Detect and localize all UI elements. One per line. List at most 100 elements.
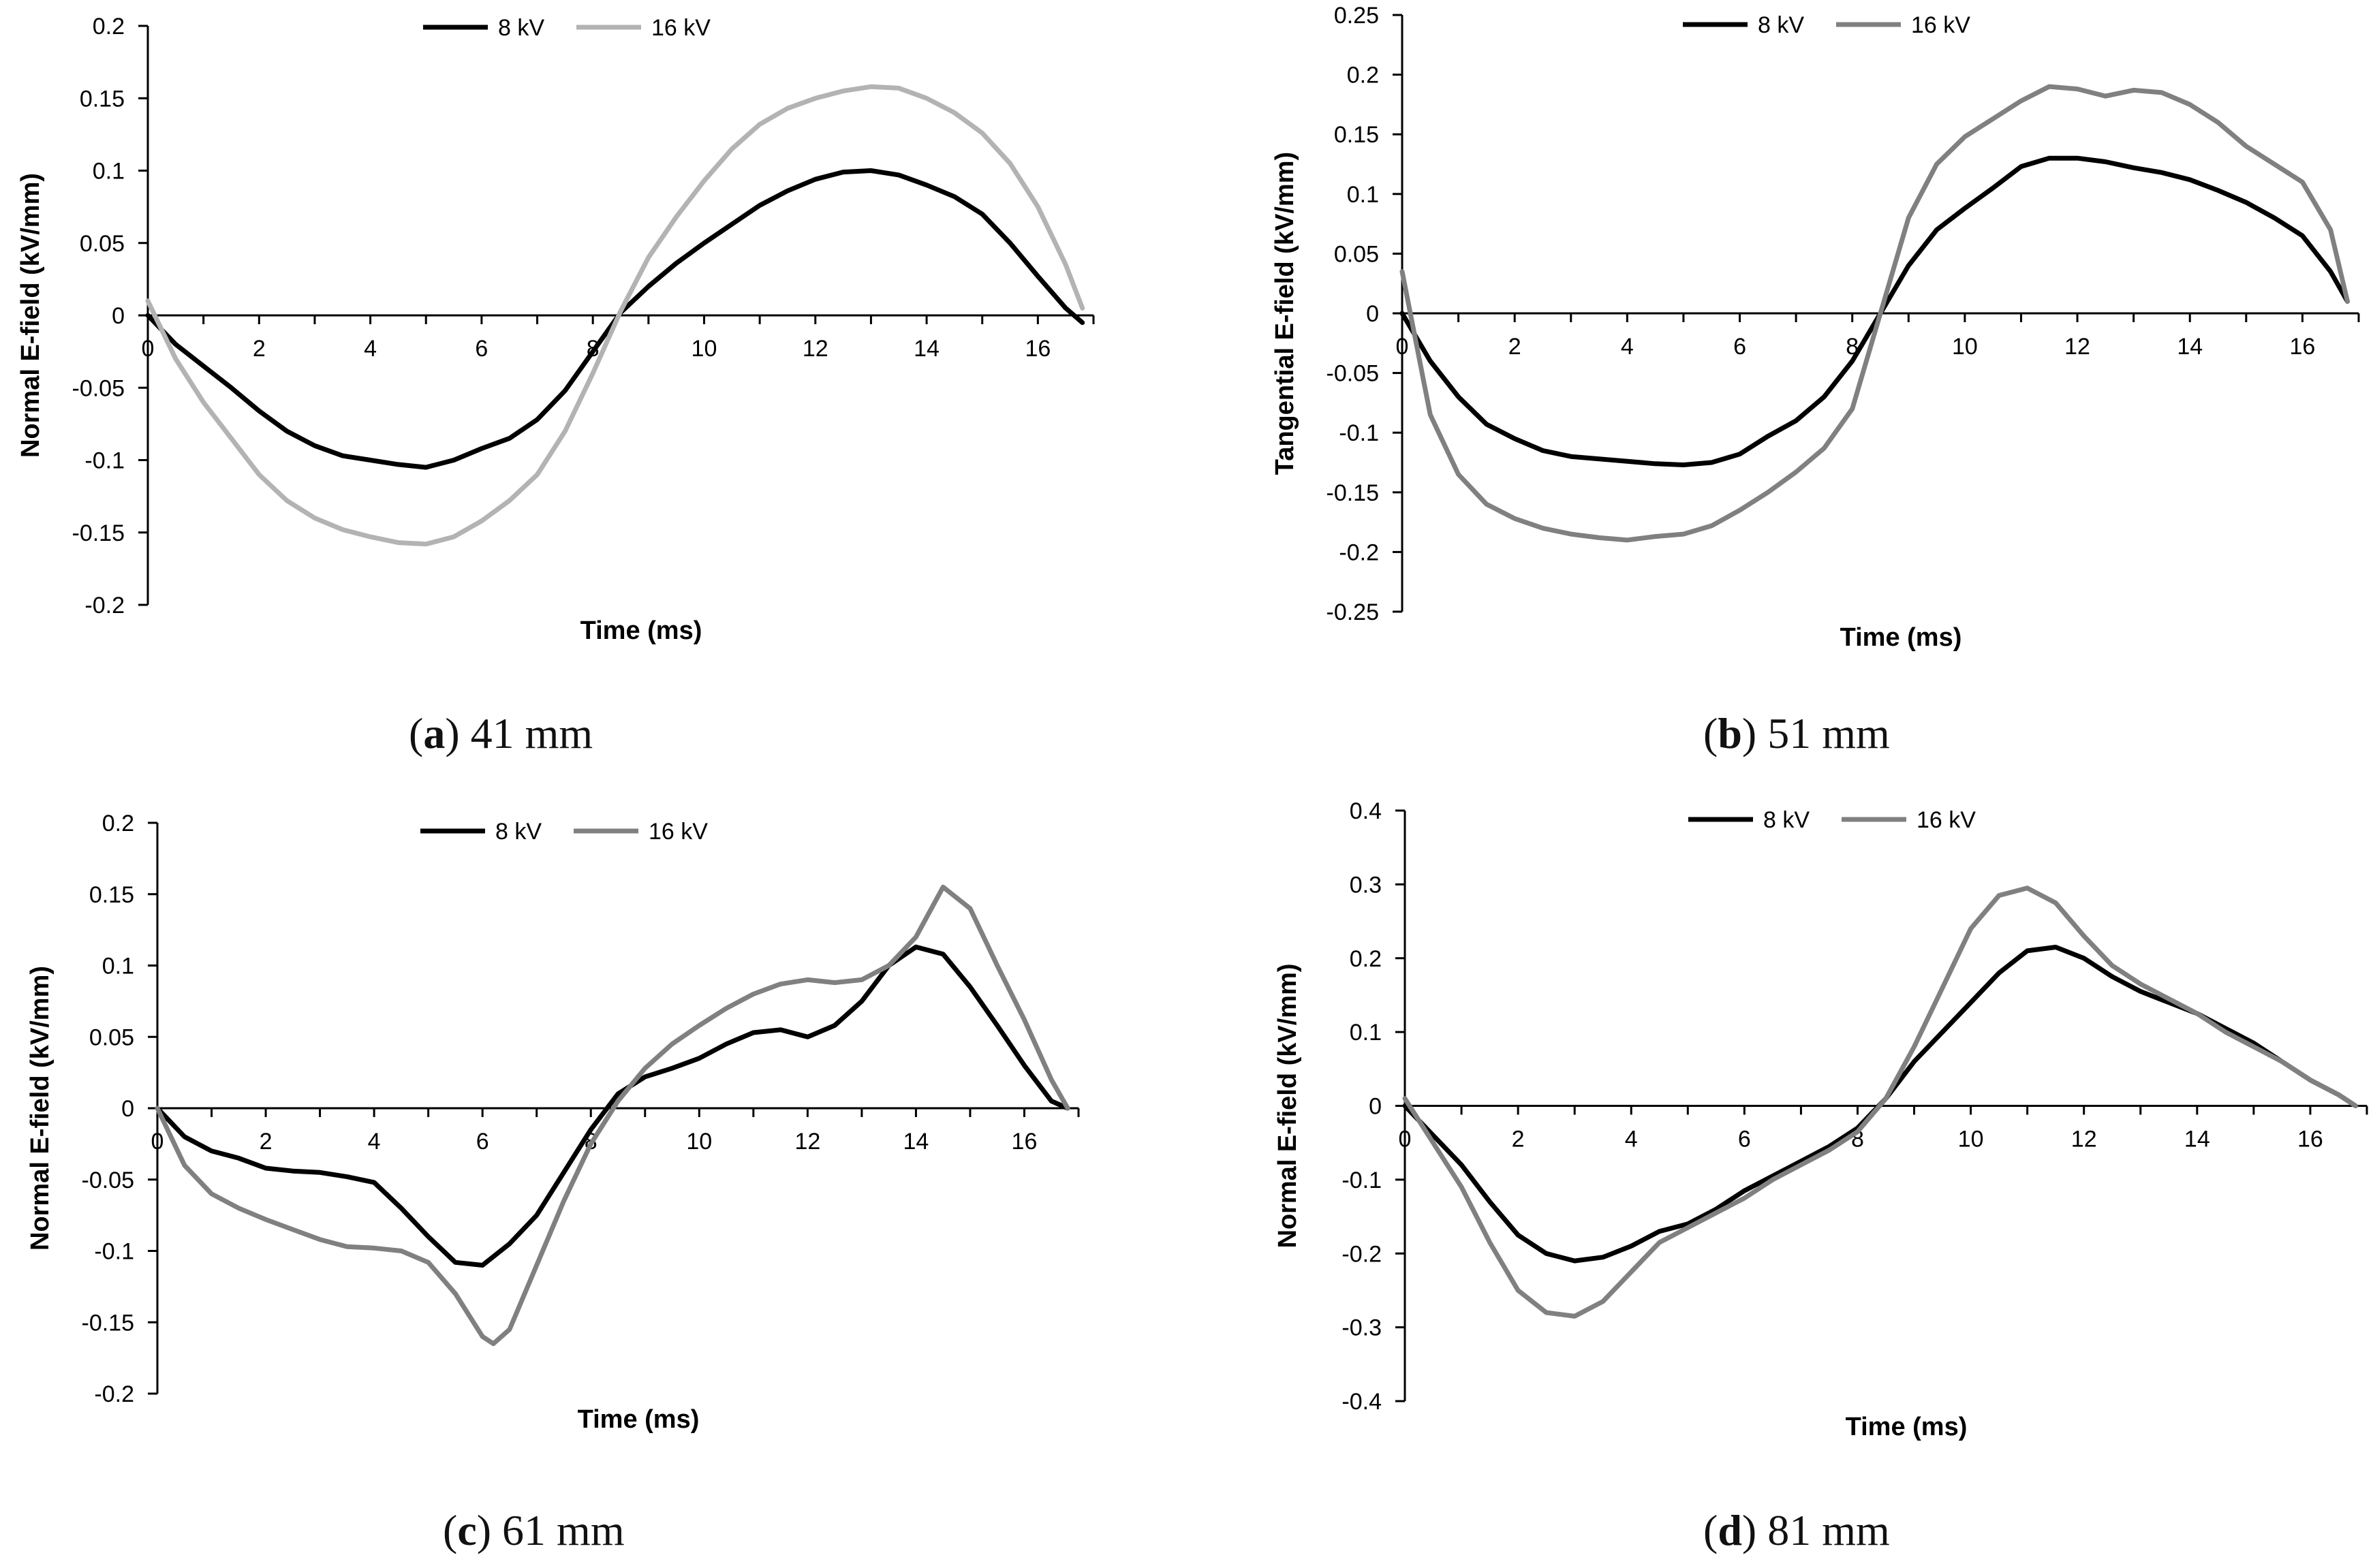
x-tick-label: 2	[1508, 334, 1521, 360]
x-tick-label: 14	[903, 1129, 929, 1155]
legend-label-16kv: 16 kV	[649, 819, 708, 845]
y-tick-label: -0.4	[1341, 1389, 1382, 1415]
legend-label-16kv: 16 kV	[651, 15, 711, 41]
x-tick-label: 4	[1621, 334, 1634, 360]
y-tick-label: 0.15	[80, 86, 125, 112]
legend-label-8kv: 8 kV	[1763, 807, 1810, 833]
caption-d: (d) 81 mm	[1703, 1506, 1890, 1554]
y-axis-title: Normal E-field (kV/mm)	[1273, 963, 1302, 1248]
y-axis-title: Normal E-field (kV/mm)	[16, 173, 45, 458]
x-tick-label: 10	[1958, 1127, 1984, 1153]
x-tick-label: 2	[1512, 1127, 1525, 1153]
y-tick-label: 0.4	[1350, 798, 1382, 824]
y-tick-label: 0.1	[93, 159, 125, 185]
y-tick-label: 0.2	[1347, 63, 1379, 89]
legend-label-8kv: 8 kV	[1758, 12, 1804, 38]
y-tick-label: 0	[121, 1096, 134, 1122]
y-tick-label: -0.1	[84, 448, 125, 474]
series-line-16kv	[145, 84, 1085, 547]
x-tick-label: 12	[2071, 1127, 2097, 1153]
x-tick-label: 2	[253, 336, 266, 362]
legend-label-16kv: 16 kV	[1911, 12, 1970, 38]
caption-text: 41 mm	[470, 709, 593, 757]
legend-label-8kv: 8 kV	[498, 15, 544, 41]
y-tick-label: -0.2	[1339, 539, 1379, 565]
caption-text: 51 mm	[1767, 709, 1890, 757]
y-tick-label: -0.2	[94, 1381, 134, 1407]
y-tick-label: 0.2	[93, 14, 125, 40]
y-tick-label: -0.25	[1327, 599, 1380, 625]
x-tick-label: 6	[1738, 1127, 1751, 1153]
y-tick-label: 0.1	[102, 954, 134, 979]
x-tick-label: 16	[2297, 1127, 2323, 1153]
caption-letter: a	[423, 709, 446, 757]
x-tick-label: 12	[2064, 334, 2090, 360]
x-tick-label: 10	[1952, 334, 1978, 360]
x-tick-label: 14	[2177, 334, 2203, 360]
chart-panel-d: -0.4-0.3-0.2-0.100.10.20.30.40 2 4 6 8 10 12 14…	[1273, 798, 2368, 1441]
x-tick-label: 16	[2289, 334, 2315, 360]
x-tick-label: 10	[686, 1129, 712, 1155]
x-axis-title: Time (ms)	[578, 1405, 700, 1434]
x-tick-label: 6	[475, 336, 488, 362]
x-axis-title: Time (ms)	[1840, 623, 1962, 652]
x-tick-label: 6	[1733, 334, 1746, 360]
y-tick-label: 0.15	[89, 882, 134, 908]
x-tick-label: 14	[914, 336, 940, 362]
caption-b: (b) 51 mm	[1703, 709, 1890, 757]
y-tick-label: 0.05	[89, 1024, 134, 1050]
y-tick-label: -0.3	[1341, 1315, 1382, 1341]
y-tick-label: 0.2	[1350, 946, 1382, 972]
caption-text: 81 mm	[1767, 1506, 1890, 1554]
series-line-16kv	[1402, 885, 2358, 1319]
y-tick-label: -0.15	[72, 520, 125, 546]
x-tick-label: 10	[692, 336, 717, 362]
legend-label-8kv: 8 kV	[495, 819, 542, 845]
legend: 8 kV 16 kV	[1688, 807, 1976, 833]
y-axis-title: Normal E-field (kV/mm)	[26, 966, 55, 1251]
y-tick-label: -0.15	[82, 1310, 135, 1336]
caption-a: (a) 41 mm	[409, 709, 593, 757]
caption-c: (c) 61 mm	[443, 1506, 625, 1554]
x-tick-label: 0	[1396, 334, 1409, 360]
x-tick-label: 6	[476, 1129, 489, 1155]
x-tick-label: 16	[1012, 1129, 1038, 1155]
x-tick-label: 14	[2184, 1127, 2210, 1153]
x-axis-title: Time (ms)	[1846, 1413, 1968, 1441]
caption-letter: c	[457, 1506, 477, 1554]
series-line-16kv	[155, 884, 1070, 1347]
x-tick-label: 0	[151, 1129, 164, 1155]
caption-letter: b	[1718, 709, 1742, 757]
x-tick-label: 4	[364, 336, 377, 362]
y-tick-label: -0.1	[94, 1239, 134, 1265]
y-tick-label: 0.05	[1334, 241, 1379, 267]
x-tick-label: 12	[794, 1129, 820, 1155]
y-tick-label: 0.15	[1334, 122, 1379, 148]
x-tick-label: 4	[1625, 1127, 1638, 1153]
chart-panel-b: -0.25 -0.2 -0.15 -0.1 -0.05 0 0.05 0.1 0.15 0.2 0.…	[1271, 3, 2360, 652]
x-tick-label: 16	[1025, 336, 1051, 362]
y-tick-label: 0.2	[102, 811, 134, 836]
x-tick-label: 12	[803, 336, 828, 362]
caption-letter: d	[1718, 1506, 1742, 1554]
legend: 8 kV 16 kV	[1683, 12, 1970, 38]
caption-text: 61 mm	[502, 1506, 625, 1554]
x-tick-label: 2	[260, 1129, 273, 1155]
x-tick-label: 0	[142, 336, 155, 362]
y-tick-label: 0.1	[1350, 1020, 1382, 1046]
x-axis-title: Time (ms)	[580, 616, 702, 645]
y-tick-label: -0.05	[82, 1167, 135, 1193]
y-tick-label: 0	[1366, 301, 1379, 327]
y-tick-label: 0.3	[1350, 872, 1382, 898]
series-line-8kv	[1399, 155, 2350, 467]
y-tick-label: -0.2	[84, 593, 125, 618]
y-tick-label: -0.05	[1327, 361, 1380, 387]
series-line-8kv	[155, 944, 1070, 1268]
y-tick-label: -0.05	[72, 375, 125, 401]
y-tick-label: 0	[112, 303, 125, 329]
y-tick-label: -0.15	[1327, 480, 1380, 506]
y-tick-label: 0	[1369, 1094, 1382, 1120]
